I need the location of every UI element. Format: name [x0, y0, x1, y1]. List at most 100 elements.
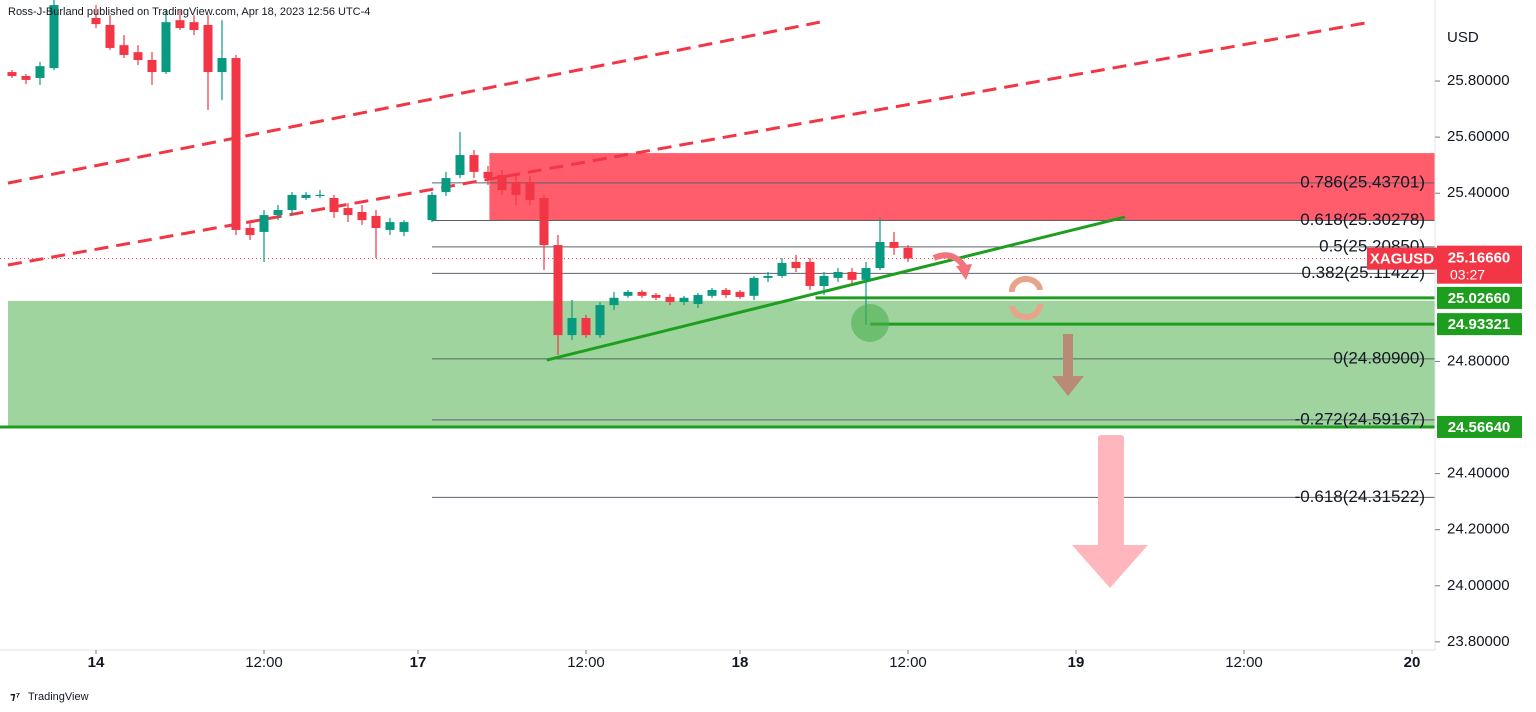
x-tick-label: 12:00 [245, 654, 283, 671]
zone [7, 300, 1435, 427]
x-tick-label: 17 [410, 654, 427, 671]
candle-body [693, 294, 703, 304]
fib-label: -0.618(24.31522) [1295, 487, 1425, 506]
candle-body [161, 22, 171, 73]
candle-body [399, 222, 409, 232]
candle-body [497, 174, 507, 191]
y-tick-label: 25.80000 [1447, 72, 1510, 89]
candle-body [777, 263, 787, 276]
big-arrow-shaft [1098, 435, 1124, 550]
lines-layer [0, 20, 1435, 429]
candle-body [175, 20, 185, 29]
footer: TradingView [28, 691, 89, 703]
candle-body [343, 208, 353, 216]
candle-body [861, 268, 871, 280]
level-label: 24.93321 [1448, 316, 1511, 333]
candle-body [651, 294, 661, 298]
x-tick-label: 20 [1404, 654, 1421, 671]
level-label: 25.02660 [1448, 290, 1511, 307]
candle-body [35, 66, 45, 78]
candle-body [609, 297, 619, 306]
fib-layer [431, 182, 1435, 498]
candle-body [581, 317, 591, 336]
candle-body [455, 155, 465, 175]
candle-body [903, 247, 913, 259]
candle-body [287, 194, 297, 211]
candle-body [819, 275, 829, 287]
marker-circle [851, 304, 889, 342]
candle-body [7, 72, 17, 76]
candle-body [567, 317, 577, 336]
candle-body [525, 181, 535, 200]
x-tick-label: 19 [1068, 654, 1085, 671]
level-label: 24.56640 [1448, 419, 1511, 436]
candle-body [231, 58, 241, 230]
candle-body [217, 58, 227, 73]
candle-body [721, 289, 731, 295]
candle-body [105, 24, 115, 48]
candle-body [735, 291, 745, 297]
candle-body [511, 181, 521, 195]
candle-body [189, 22, 199, 31]
candle-body [847, 272, 857, 280]
symbol-tag [1367, 247, 1437, 270]
candle-body [875, 241, 885, 269]
y-tick-label: 24.00000 [1447, 577, 1510, 594]
candle-body [889, 241, 899, 248]
zone [489, 153, 1435, 221]
candle-body [427, 194, 437, 221]
candle-body [763, 275, 773, 278]
candle-body [833, 272, 843, 278]
footer-logo: ⁊⁷ [10, 691, 21, 703]
candle-body [301, 194, 311, 198]
down-arrow-head [1052, 376, 1084, 396]
x-tick-label: 14 [88, 654, 105, 671]
x-tick-label: 12:00 [567, 654, 605, 671]
candle-body [357, 211, 367, 221]
y-tick-label: 24.80000 [1447, 352, 1510, 369]
candle-body [245, 227, 255, 235]
candle-body [385, 222, 395, 230]
candle-body [315, 194, 325, 197]
candle-body [273, 210, 283, 216]
currency: USD [1447, 29, 1479, 46]
y-tick-label: 23.80000 [1447, 633, 1510, 650]
trend-line [546, 215, 1126, 362]
curved-arrow-head [956, 264, 972, 280]
candle-body [147, 60, 157, 73]
y-tick-label: 24.40000 [1447, 465, 1510, 482]
fib-label: 0.786(25.43701) [1300, 172, 1425, 191]
candle-body [203, 24, 213, 73]
candle-body [259, 215, 269, 232]
candle-body [637, 291, 647, 296]
candles-layer [7, 0, 913, 356]
candle-body [91, 17, 101, 25]
candle-body [805, 261, 815, 287]
candle-body [539, 197, 549, 246]
candle-body [469, 155, 479, 172]
x-tick-label: 12:00 [1225, 654, 1263, 671]
axes: 23.80000 24.00000 24.20000 24.40000 24.80000… [88, 72, 1510, 671]
publisher: Ross-J-Burland published on TradingView.… [8, 6, 370, 18]
candle-body [441, 178, 451, 193]
fib-label: 0.618(25.30278) [1300, 210, 1425, 229]
candle-body [329, 197, 339, 212]
fib-label: -0.272(24.59167) [1295, 409, 1425, 428]
candle-body [553, 245, 563, 336]
candle-body [133, 52, 143, 61]
big-arrow-head [1072, 545, 1148, 588]
candle-body [623, 291, 633, 296]
annotations [851, 252, 1148, 588]
candle-body [679, 297, 689, 303]
curved-arrow [932, 252, 967, 268]
candle-body [483, 171, 493, 179]
candle-body [21, 75, 31, 80]
fib-label: 0(24.80900) [1333, 348, 1425, 367]
cycle-icon [1008, 275, 1044, 321]
candle-body [665, 296, 675, 303]
level-tag [1437, 415, 1522, 438]
last-price-tag [1437, 245, 1522, 284]
level-tag [1437, 313, 1522, 336]
